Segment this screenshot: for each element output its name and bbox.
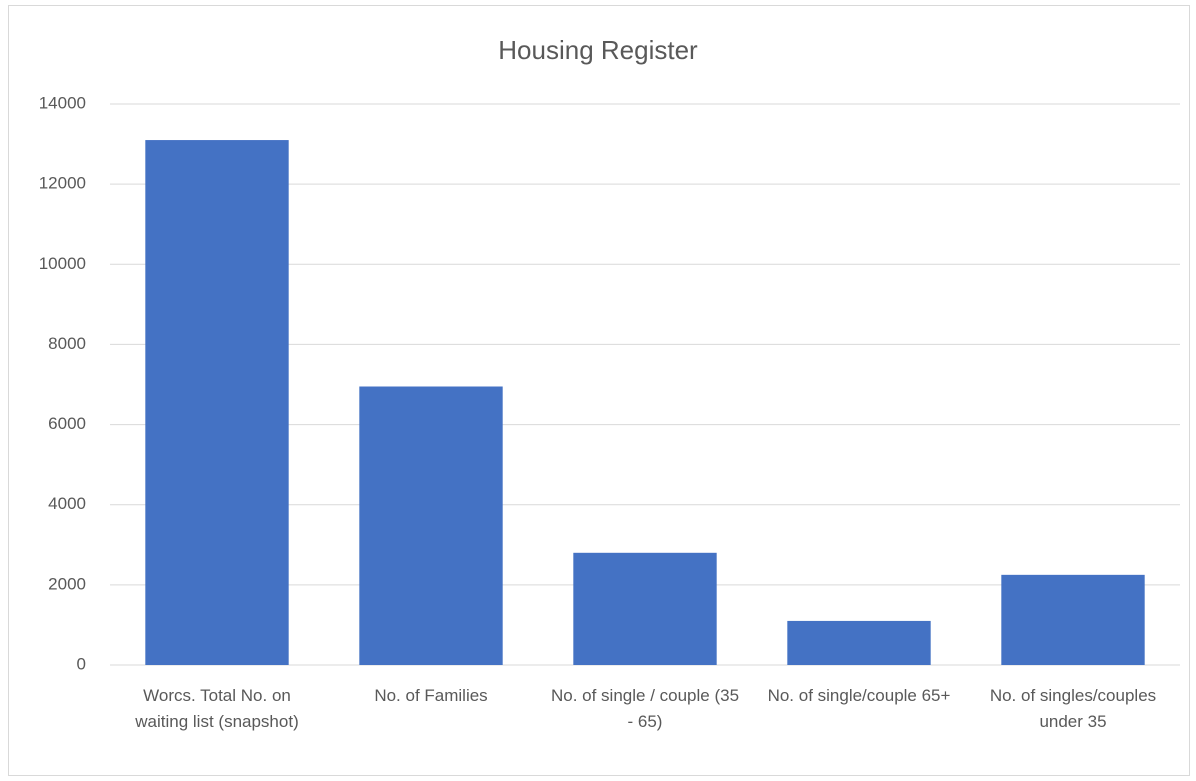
y-tick-label: 0 xyxy=(77,654,86,673)
x-tick-label: Worcs. Total No. on waiting list (snapsh… xyxy=(135,686,299,731)
y-tick-label: 10000 xyxy=(39,254,86,273)
y-tick-label: 2000 xyxy=(48,574,86,593)
y-tick-label: 4000 xyxy=(48,494,86,513)
chart-title: Housing Register xyxy=(498,35,698,65)
y-tick-label: 12000 xyxy=(39,174,86,193)
x-tick-label: No. of Families xyxy=(374,686,488,705)
x-tick-label: No. of single / couple (35 - 65) xyxy=(550,686,740,731)
y-tick-label: 14000 xyxy=(39,93,86,112)
x-tick-label: No. of single/couple 65+ xyxy=(767,686,951,705)
x-tick-label: No. of singles/couples under 35 xyxy=(989,686,1157,731)
y-tick-label: 8000 xyxy=(48,334,86,353)
bar xyxy=(787,620,931,665)
bar xyxy=(145,140,289,666)
bar xyxy=(1001,574,1145,665)
y-tick-label: 6000 xyxy=(48,414,86,433)
bar xyxy=(573,552,717,665)
bar xyxy=(359,386,503,665)
